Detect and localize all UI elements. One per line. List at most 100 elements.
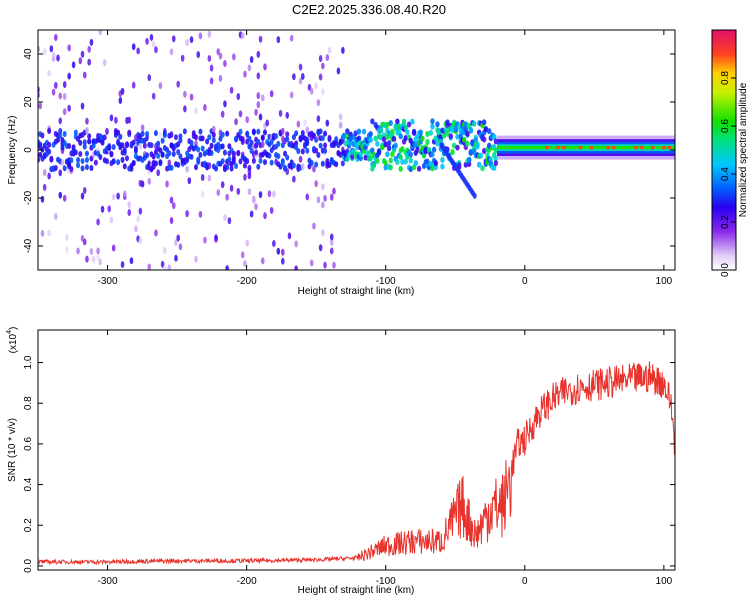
heatmap-cell <box>223 60 227 68</box>
heatmap-cell <box>336 67 341 75</box>
heatmap-cell <box>71 61 76 69</box>
heatmap-cell <box>386 145 392 152</box>
heatmap-cell <box>463 126 469 133</box>
heatmap-cell <box>247 188 252 196</box>
heatmap-cell <box>455 133 460 140</box>
heatmap-cell <box>231 158 236 165</box>
heatmap-cell <box>104 158 109 165</box>
heatmap-cell <box>468 126 474 133</box>
heatmap-cell <box>207 54 212 62</box>
heatmap-cell <box>151 153 156 160</box>
heatmap-cell <box>436 129 442 136</box>
snr-scale-label: (x104) <box>6 327 19 354</box>
heatmap-cell <box>256 50 261 58</box>
heatmap-cell <box>455 144 460 151</box>
heatmap-cell <box>47 127 52 134</box>
heatmap-cell <box>298 63 303 71</box>
heatmap-cell <box>314 180 318 188</box>
heatmap-cell <box>200 135 205 142</box>
heatmap-cell <box>73 129 78 136</box>
heatmap-cell <box>189 93 194 101</box>
heatmap-cell <box>561 145 566 150</box>
heatmap-cell <box>340 160 345 167</box>
heatmap-cell <box>435 140 440 147</box>
heatmap-cell <box>236 187 241 195</box>
heatmap-cell <box>160 137 165 144</box>
heatmap-cell <box>280 127 285 135</box>
heatmap-cell <box>118 96 123 104</box>
heatmap-cell <box>256 163 261 170</box>
heatmap-cell <box>312 165 316 173</box>
heatmap-cell <box>147 263 152 270</box>
heatmap-cell <box>198 151 203 158</box>
heatmap-cell <box>463 121 469 128</box>
heatmap-cell <box>385 151 390 158</box>
heatmap-cell <box>314 82 318 90</box>
heatmap-cell <box>403 158 408 165</box>
heatmap-cell <box>256 92 261 100</box>
heatmap-cell <box>327 134 332 141</box>
heatmap-cell <box>483 126 489 133</box>
heatmap-cell <box>236 149 241 156</box>
heatmap-cell <box>62 165 67 172</box>
heatmap-cell <box>428 160 433 167</box>
heatmap-cell <box>102 59 107 67</box>
heatmap-cell <box>87 133 92 140</box>
spectrogram-ytick-label: 0 <box>23 147 34 153</box>
heatmap-cell <box>420 135 425 142</box>
heatmap-cell <box>303 119 307 127</box>
heatmap-cell <box>218 52 223 60</box>
heatmap-cell <box>169 48 174 56</box>
heatmap-cell <box>251 157 256 164</box>
heatmap-cell <box>341 46 345 54</box>
heatmap-cell <box>167 150 172 157</box>
heatmap-cell <box>189 139 194 146</box>
heatmap-cell <box>225 193 229 201</box>
heatmap-cell <box>406 121 412 128</box>
heatmap-cell <box>42 183 47 191</box>
heatmap-cell <box>156 140 161 147</box>
heatmap-cell <box>316 115 321 123</box>
heatmap-cell <box>245 239 249 247</box>
heatmap-cell <box>51 88 56 96</box>
heatmap-cell <box>87 58 91 66</box>
heatmap-cell <box>76 162 81 169</box>
heatmap-cell <box>356 135 362 142</box>
heatmap-cell <box>105 127 109 135</box>
heatmap-cell <box>481 148 487 155</box>
heatmap-cell <box>650 145 655 150</box>
heatmap-cell <box>294 130 299 137</box>
heatmap-cell <box>430 151 435 158</box>
heatmap-cell <box>182 128 187 135</box>
heatmap-cell <box>385 121 390 128</box>
heatmap-cell <box>216 48 221 56</box>
heatmap-cell <box>220 158 225 165</box>
heatmap-cell <box>58 191 63 199</box>
spectrogram-xtick-label: 0 <box>522 276 528 287</box>
heatmap-cell <box>301 163 305 171</box>
heatmap-cell <box>301 72 305 80</box>
heatmap-cell <box>370 118 375 125</box>
heatmap-cell <box>131 81 136 89</box>
heatmap-cell <box>260 257 265 265</box>
heatmap-cell <box>40 195 45 203</box>
heatmap-cell <box>238 158 243 165</box>
heatmap-cell <box>183 105 187 113</box>
heatmap-cell <box>276 247 281 255</box>
heatmap-cell <box>329 193 334 201</box>
heatmap-cell <box>222 149 227 156</box>
heatmap-cell <box>321 183 325 191</box>
heatmap-cell <box>163 246 167 254</box>
heatmap-cell <box>131 43 136 51</box>
heatmap-cell <box>383 164 388 171</box>
heatmap-cell <box>191 130 196 137</box>
heatmap-cell <box>158 132 163 140</box>
heatmap-cell <box>109 114 114 122</box>
heatmap-cell <box>227 143 232 150</box>
heatmap-cell <box>376 149 382 156</box>
heatmap-cell <box>176 234 180 242</box>
heatmap-cell <box>89 165 94 172</box>
heatmap-cell <box>60 144 65 151</box>
heatmap-cell <box>133 147 138 154</box>
heatmap-cell <box>140 124 145 132</box>
